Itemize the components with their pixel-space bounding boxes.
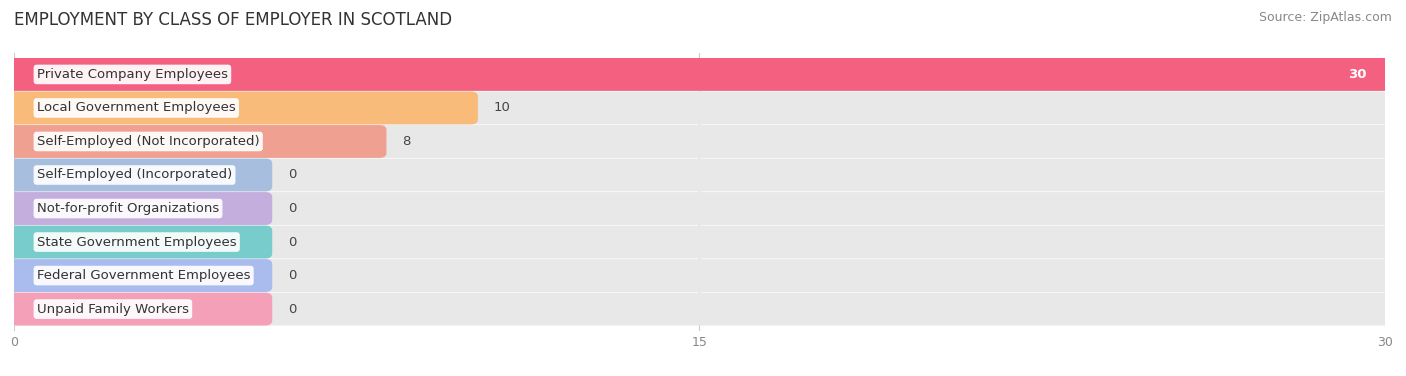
- Text: 0: 0: [288, 269, 297, 282]
- FancyBboxPatch shape: [7, 125, 1392, 158]
- FancyBboxPatch shape: [7, 58, 1392, 91]
- FancyBboxPatch shape: [7, 226, 1392, 258]
- Text: Local Government Employees: Local Government Employees: [37, 102, 236, 114]
- Text: 10: 10: [494, 102, 510, 114]
- Text: 30: 30: [1348, 68, 1367, 81]
- Text: 0: 0: [288, 235, 297, 249]
- FancyBboxPatch shape: [7, 293, 1392, 326]
- FancyBboxPatch shape: [7, 293, 273, 326]
- Text: Unpaid Family Workers: Unpaid Family Workers: [37, 303, 188, 315]
- Text: State Government Employees: State Government Employees: [37, 235, 236, 249]
- FancyBboxPatch shape: [7, 91, 478, 124]
- FancyBboxPatch shape: [7, 192, 1392, 225]
- FancyBboxPatch shape: [7, 58, 1392, 91]
- Text: 0: 0: [288, 202, 297, 215]
- FancyBboxPatch shape: [7, 259, 273, 292]
- FancyBboxPatch shape: [7, 159, 1392, 191]
- FancyBboxPatch shape: [7, 125, 387, 158]
- FancyBboxPatch shape: [7, 159, 273, 191]
- Text: 8: 8: [402, 135, 411, 148]
- FancyBboxPatch shape: [7, 259, 1392, 292]
- Text: Federal Government Employees: Federal Government Employees: [37, 269, 250, 282]
- Text: Not-for-profit Organizations: Not-for-profit Organizations: [37, 202, 219, 215]
- Text: Self-Employed (Not Incorporated): Self-Employed (Not Incorporated): [37, 135, 260, 148]
- Text: Self-Employed (Incorporated): Self-Employed (Incorporated): [37, 168, 232, 182]
- FancyBboxPatch shape: [7, 91, 1392, 124]
- Text: EMPLOYMENT BY CLASS OF EMPLOYER IN SCOTLAND: EMPLOYMENT BY CLASS OF EMPLOYER IN SCOTL…: [14, 11, 453, 29]
- Text: 0: 0: [288, 303, 297, 315]
- FancyBboxPatch shape: [7, 226, 273, 258]
- Text: 0: 0: [288, 168, 297, 182]
- Text: Private Company Employees: Private Company Employees: [37, 68, 228, 81]
- FancyBboxPatch shape: [7, 192, 273, 225]
- Text: Source: ZipAtlas.com: Source: ZipAtlas.com: [1258, 11, 1392, 24]
